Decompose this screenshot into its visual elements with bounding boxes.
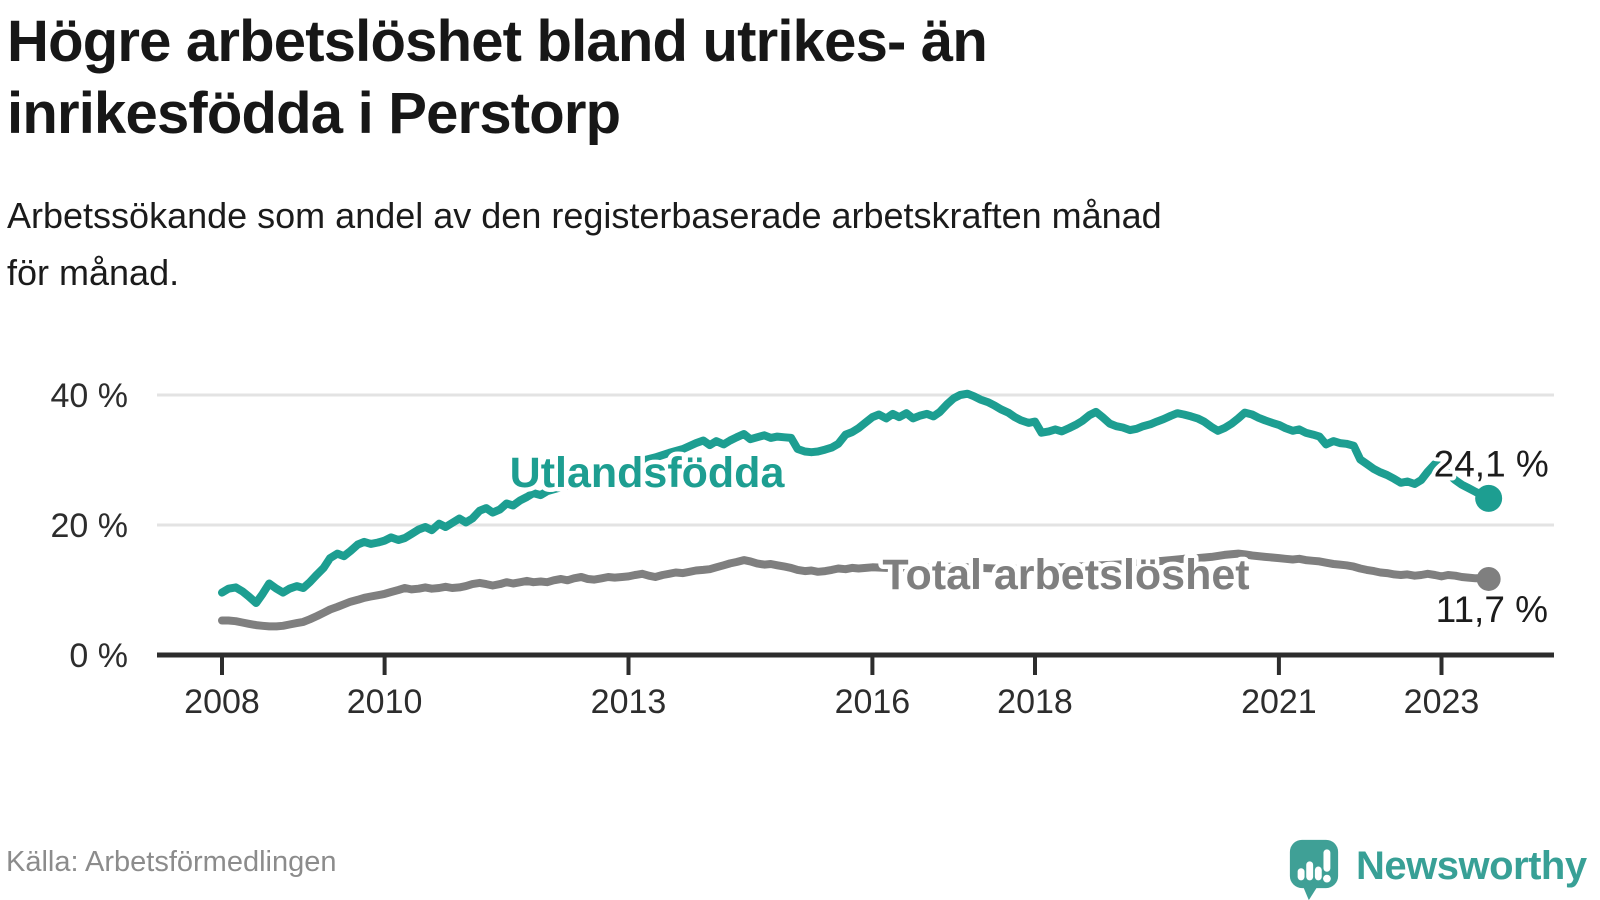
series-endpoint-dot-total [1476, 566, 1501, 591]
annotations: Utlandsfödda Total arbetslöshet 24,1 % 1… [505, 439, 1553, 634]
chart-bubble-icon [1289, 839, 1339, 900]
y-tick-label-0: 0 % [69, 637, 128, 675]
x-tick-label-2016: 2016 [835, 683, 911, 721]
x-axis: 2008 2010 2013 2016 2018 2021 2023 [157, 652, 1554, 721]
chart-subtitle: Arbetssökande som andel av den registerb… [7, 188, 1567, 302]
x-tick-label-2013: 2013 [591, 683, 667, 721]
y-tick-label-40: 40 % [51, 377, 129, 415]
series-endpoint-dot-utlandsfodda [1475, 484, 1503, 512]
series-label-utlandsfodda: Utlandsfödda [510, 449, 786, 497]
gridlines: 0 % 20 % 40 % [51, 377, 1554, 675]
title-line-2: inrikesfödda i Perstorp [7, 80, 621, 146]
series-line-utlandsfodda [218, 389, 1493, 607]
series-label-total: Total arbetslöshet [882, 551, 1249, 599]
title-line-1: Högre arbetslöshet bland utrikes- än [7, 9, 988, 74]
subtitle-line-2: för månad. [7, 251, 180, 293]
y-tick-label-20: 20 % [51, 507, 129, 545]
series-layer [218, 389, 1503, 631]
x-tick-label-2010: 2010 [347, 683, 423, 721]
newsworthy-logo: Newsworthy [1288, 839, 1587, 900]
x-tick-label-2021: 2021 [1241, 683, 1317, 721]
end-value-label-utlandsfodda: 24,1 % [1434, 443, 1549, 484]
x-tick-label-2018: 2018 [997, 683, 1073, 721]
x-tick-label-2008: 2008 [184, 683, 260, 721]
x-tick-label-2023: 2023 [1404, 683, 1480, 721]
end-value-label-total: 11,7 % [1436, 589, 1548, 630]
page-title: Högre arbetslöshet bland utrikes- än inr… [7, 6, 1567, 150]
series-line-total [218, 549, 1493, 631]
brand-name: Newsworthy [1356, 844, 1587, 888]
subtitle-line-1: Arbetssökande som andel av den registerb… [7, 195, 1162, 236]
source-text: Källa: Arbetsförmedlingen [6, 846, 337, 878]
